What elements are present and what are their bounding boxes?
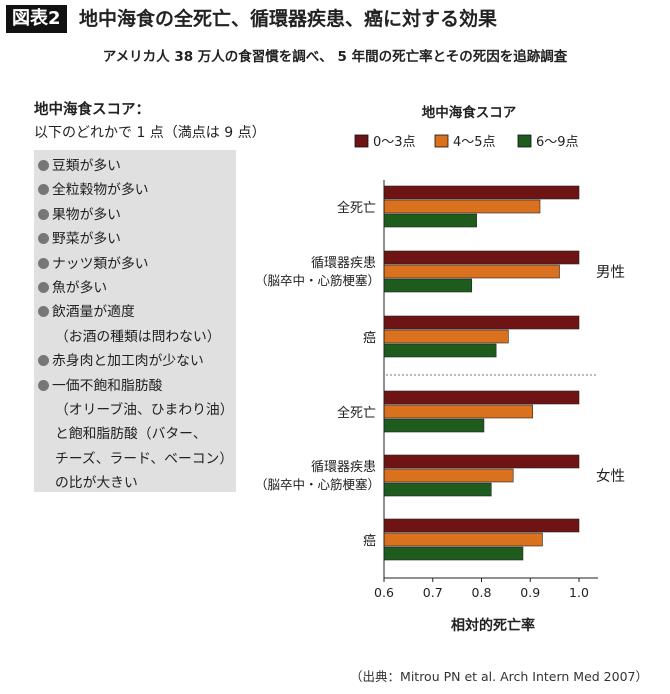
bullet-icon bbox=[38, 184, 49, 196]
figure-title: 地中海食の全死亡、循環器疾患、癌に対する効果 bbox=[79, 8, 498, 30]
bar bbox=[383, 518, 580, 533]
score-panel-heading: 地中海食スコア： bbox=[34, 102, 150, 118]
score-criterion: （オリーブ油、ひまわり油） bbox=[38, 398, 236, 422]
x-axis-title: 相対的死亡率 bbox=[451, 617, 535, 634]
score-criterion-text: （オリーブ油、ひまわり油） bbox=[55, 402, 234, 419]
score-criterion: 赤身肉と加工肉が少ない bbox=[38, 349, 236, 373]
bar bbox=[383, 329, 509, 344]
score-criteria-list: 豆類が多い全粒穀物が多い 果物が多い野菜が多いナッツ類が多い 魚が多い飲酒量が適度 （… bbox=[34, 150, 236, 496]
category-label: 癌 bbox=[363, 533, 376, 549]
score-panel-description: 以下のどれかで 1 点（満点は 9 点） bbox=[34, 125, 266, 141]
score-criterion: 果物が多い bbox=[38, 203, 236, 227]
score-criterion: ナッツ類が多い bbox=[38, 252, 236, 276]
score-criterion-text: チーズ、ラード、ベーコン） bbox=[55, 450, 234, 467]
score-criterion-text: 一価不飽和脂肪酸 bbox=[52, 377, 163, 394]
bar bbox=[383, 213, 477, 228]
legend-swatch bbox=[517, 134, 532, 148]
bullet-icon bbox=[38, 233, 49, 245]
bar bbox=[383, 404, 533, 419]
score-criterion-text: 野菜が多い bbox=[52, 231, 121, 248]
figure-label: 図表2 bbox=[6, 5, 67, 33]
category-label: 癌 bbox=[363, 330, 376, 346]
bullet-icon bbox=[38, 208, 49, 220]
score-criterion-text: 魚が多い bbox=[52, 280, 108, 297]
score-criterion: と飽和脂肪酸（バター、 bbox=[38, 422, 236, 446]
score-criterion: 一価不飽和脂肪酸 bbox=[38, 374, 236, 398]
score-criterion-text: 果物が多い bbox=[52, 206, 121, 223]
group-label: 男性 bbox=[596, 264, 625, 281]
score-criterion-text: 赤身肉と加工肉が少ない bbox=[52, 353, 204, 370]
score-criterion-text: の比が大きい bbox=[55, 475, 138, 492]
category-label: （脳卒中・心筋梗塞） bbox=[255, 273, 380, 288]
category-label: 循環器疾患 bbox=[311, 460, 376, 475]
bar bbox=[383, 199, 541, 214]
category-label: （脳卒中・心筋梗塞） bbox=[255, 477, 380, 492]
bullet-icon bbox=[38, 282, 49, 294]
category-label: 全死亡 bbox=[337, 405, 376, 421]
bullet-icon bbox=[38, 306, 49, 318]
x-tick-label: 0.8 bbox=[472, 585, 492, 600]
legend-swatch bbox=[434, 134, 449, 148]
bar bbox=[383, 264, 560, 279]
x-tick-label: 0.6 bbox=[374, 585, 394, 600]
bar bbox=[383, 546, 524, 561]
figure-subtitle: アメリカ人 38 万人の食習慣を調べ、 5 年間の死亡率とその死因を追跡調査 bbox=[102, 49, 568, 65]
x-tick-label: 0.9 bbox=[520, 585, 540, 600]
bullet-icon bbox=[38, 355, 49, 367]
bar bbox=[383, 185, 580, 200]
category-label: 全死亡 bbox=[337, 200, 376, 216]
legend-label: 6〜9点 bbox=[536, 135, 579, 150]
bar bbox=[383, 390, 580, 405]
score-criterion-text: 全粒穀物が多い bbox=[52, 182, 149, 199]
score-criterion: 全粒穀物が多い bbox=[38, 178, 236, 202]
score-criterion-text: ナッツ類が多い bbox=[52, 255, 149, 272]
bar bbox=[383, 454, 580, 469]
legend-label: 0〜3点 bbox=[373, 135, 416, 150]
legend-title: 地中海食スコア bbox=[422, 104, 517, 121]
score-criterion: 豆類が多い bbox=[38, 154, 236, 178]
bar bbox=[383, 278, 473, 293]
score-criterion: チーズ、ラード、ベーコン） bbox=[38, 447, 236, 471]
legend-swatch bbox=[354, 134, 369, 148]
bullet-icon bbox=[38, 257, 49, 269]
source-citation: （出典：Mitrou PN et al. Arch Intern Med 200… bbox=[350, 669, 648, 684]
bar bbox=[383, 532, 543, 547]
score-criterion-text: 飲酒量が適度 bbox=[52, 304, 135, 321]
bar bbox=[383, 468, 514, 483]
bar bbox=[383, 250, 580, 265]
bullet-icon bbox=[38, 160, 49, 171]
score-criterion-text: 豆類が多い bbox=[52, 158, 121, 174]
category-label: 循環器疾患 bbox=[311, 256, 376, 271]
score-criterion: の比が大きい bbox=[38, 471, 236, 495]
bullet-icon bbox=[38, 379, 49, 391]
score-criterion-text: と飽和脂肪酸（バター、 bbox=[55, 426, 207, 443]
score-criterion: 魚が多い bbox=[38, 276, 236, 300]
x-tick-label: 0.7 bbox=[423, 585, 443, 600]
x-tick-label: 1.0 bbox=[569, 585, 589, 600]
bar bbox=[383, 315, 580, 330]
score-criterion: （お酒の種類は問わない） bbox=[38, 325, 236, 349]
score-criteria-box: 豆類が多い全粒穀物が多い 果物が多い野菜が多いナッツ類が多い 魚が多い飲酒量が適度 （… bbox=[34, 150, 236, 492]
score-criterion-text: （お酒の種類は問わない） bbox=[55, 328, 221, 345]
bar bbox=[383, 418, 485, 433]
legend-label: 4〜5点 bbox=[453, 135, 496, 150]
bar bbox=[383, 482, 492, 497]
bar bbox=[383, 343, 497, 358]
score-criterion: 飲酒量が適度 bbox=[38, 300, 236, 324]
group-label: 女性 bbox=[596, 467, 625, 485]
score-criterion: 野菜が多い bbox=[38, 227, 236, 251]
